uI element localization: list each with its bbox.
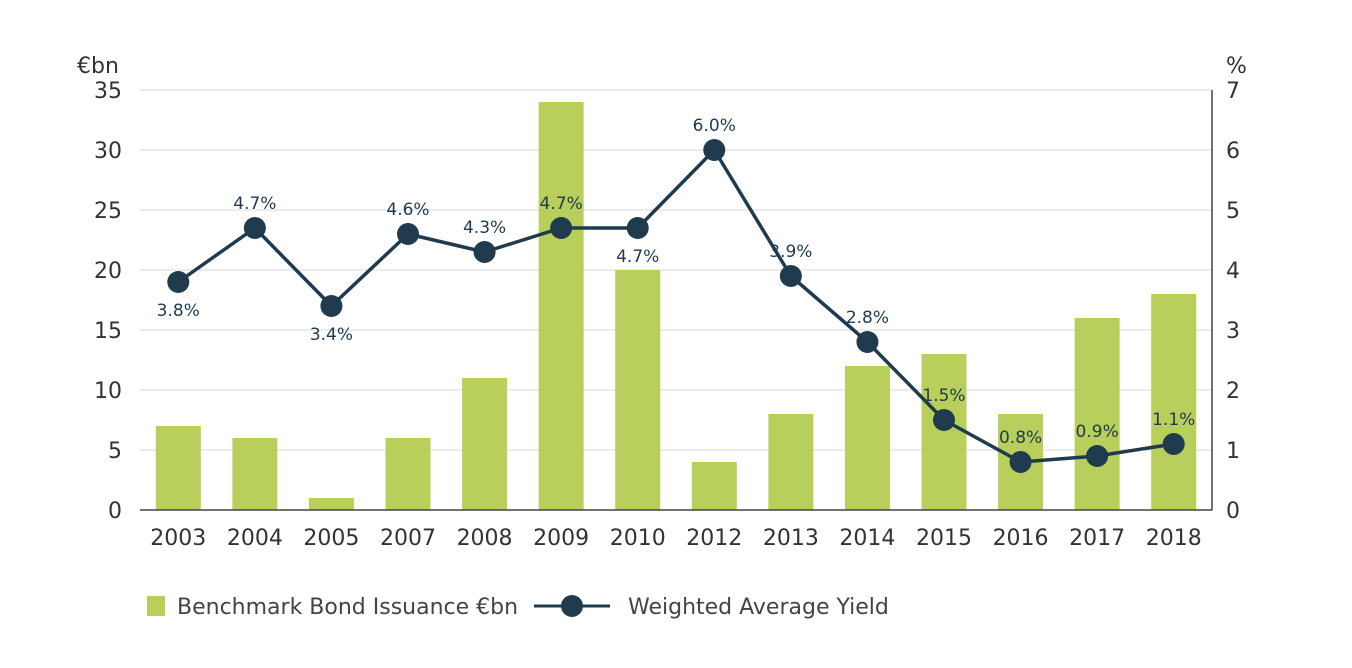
yield-data-label: 4.7%: [233, 194, 276, 214]
yield-point: [1162, 433, 1185, 455]
yield-data-label: 4.3%: [463, 218, 506, 238]
y-left-tick-label: 25: [94, 199, 122, 224]
yield-point: [626, 217, 649, 239]
bar: [538, 102, 584, 510]
line-series: [167, 139, 1185, 473]
bar: [155, 426, 201, 510]
yield-data-label: 0.8%: [999, 428, 1042, 448]
data-labels: 3.8% 4.7% 3.4% 4.6% 4.3% 4.7% 4.7% 6.0% 3.9% 2.8%…: [157, 116, 1196, 448]
yield-line: [177, 148, 1174, 464]
x-tick-label: 2003: [150, 526, 206, 551]
x-tick-label: 2015: [916, 526, 972, 551]
y-right-tick-label: 1: [1226, 439, 1240, 464]
yield-data-label: 1.5%: [922, 386, 965, 406]
bar: [1074, 318, 1120, 510]
yield-point: [550, 217, 573, 239]
bar: [615, 270, 661, 510]
yield-data-label: 3.9%: [769, 242, 812, 262]
y-left-tick-label: 35: [94, 79, 122, 104]
yield-point: [397, 223, 419, 245]
yield-data-label: 0.9%: [1076, 422, 1119, 442]
x-tick-label: 2009: [533, 526, 589, 551]
yield-point: [779, 265, 802, 287]
y-right-tick-label: 6: [1226, 139, 1240, 164]
bar: [385, 438, 431, 510]
y-right-tick-label: 3: [1226, 319, 1240, 344]
yield-data-label: 4.7%: [540, 194, 583, 214]
x-tick-label: 2018: [1146, 526, 1202, 551]
x-tick-label: 2007: [380, 526, 436, 551]
yield-point: [703, 139, 726, 161]
left-axis-unit: €bn: [77, 54, 119, 79]
legend-line-marker: [561, 595, 583, 617]
yield-point: [167, 271, 190, 293]
bar: [691, 462, 737, 510]
yield-point: [933, 409, 955, 431]
axes: 0 5 10 15 20 25 30 35 0 1 2 3 4 5 6 7 2003 2004 2005 2007 20…: [94, 79, 1240, 551]
yield-point: [320, 295, 343, 317]
bar: [462, 378, 508, 510]
x-tick-label: 2012: [686, 526, 742, 551]
yield-data-label: 3.8%: [157, 301, 200, 321]
x-tick-label: 2014: [839, 526, 895, 551]
x-tick-label: 2004: [227, 526, 283, 551]
y-left-tick-label: 0: [108, 499, 122, 524]
yield-point: [473, 241, 496, 263]
x-tick-label: 2005: [303, 526, 359, 551]
gridlines: [140, 89, 1212, 451]
y-left-tick-label: 20: [94, 259, 122, 284]
y-right-tick-label: 2: [1226, 379, 1240, 404]
legend-bar-swatch: [147, 596, 165, 616]
yield-point: [1086, 445, 1109, 467]
yield-data-label: 3.4%: [310, 325, 353, 345]
legend-line-label: Weighted Average Yield: [628, 595, 889, 620]
y-right-tick-label: 5: [1226, 199, 1240, 224]
yield-data-label: 4.7%: [616, 247, 659, 267]
bar: [768, 414, 814, 510]
bar-series: [155, 102, 1197, 510]
yield-data-label: 4.6%: [386, 200, 429, 220]
yield-point: [243, 217, 266, 239]
y-left-tick-label: 30: [94, 139, 122, 164]
x-tick-label: 2008: [457, 526, 513, 551]
bar: [844, 366, 890, 510]
bar: [308, 498, 354, 510]
y-right-tick-label: 4: [1226, 259, 1240, 284]
yield-data-label: 1.1%: [1152, 410, 1195, 430]
yield-point: [856, 331, 879, 353]
y-left-tick-label: 15: [94, 319, 122, 344]
x-tick-label: 2013: [763, 526, 819, 551]
y-right-tick-label: 0: [1226, 499, 1240, 524]
y-left-tick-label: 5: [108, 439, 122, 464]
right-axis-unit: %: [1226, 54, 1247, 79]
x-tick-label: 2016: [993, 526, 1049, 551]
legend-bar-label: Benchmark Bond Issuance €bn: [177, 595, 518, 620]
y-right-tick-label: 7: [1226, 79, 1240, 104]
x-tick-label: 2017: [1069, 526, 1125, 551]
yield-data-label: 6.0%: [693, 116, 736, 136]
y-left-tick-label: 10: [94, 379, 122, 404]
x-tick-label: 2010: [610, 526, 666, 551]
yield-data-label: 2.8%: [846, 308, 889, 328]
bar: [232, 438, 278, 510]
bar: [1151, 294, 1197, 510]
bar: [921, 354, 967, 510]
yield-point: [1009, 451, 1032, 473]
legend: Benchmark Bond Issuance €bn Weighted Ave…: [147, 595, 889, 620]
